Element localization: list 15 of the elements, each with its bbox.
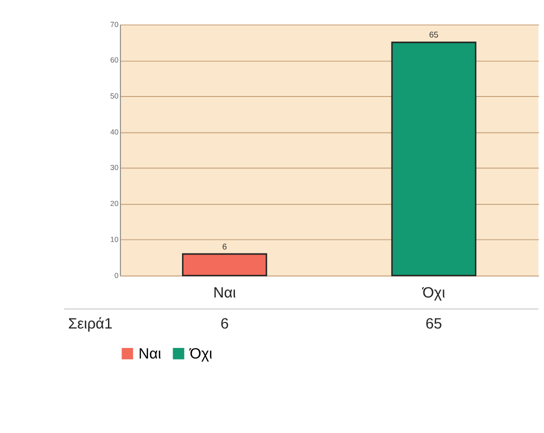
y-tick-label: 50 (110, 92, 119, 100)
y-tick-label: 0 (114, 270, 119, 280)
data-label: 6 (222, 241, 228, 252)
legend-label: Όχι (188, 346, 212, 362)
y-tick-label: 20 (110, 199, 119, 208)
data-label: 65 (429, 30, 439, 40)
text: Σειρά1 (68, 316, 113, 333)
legend-label: Ναι (138, 346, 162, 362)
y-tick-label: 70 (110, 20, 119, 29)
y-tick-label: 30 (110, 163, 119, 172)
y-tick-label: 60 (110, 56, 119, 65)
text: 6 (220, 316, 229, 333)
y-tick-label: 40 (110, 127, 119, 136)
text: 65 (426, 316, 442, 333)
y-tick-label: 10 (110, 234, 119, 244)
